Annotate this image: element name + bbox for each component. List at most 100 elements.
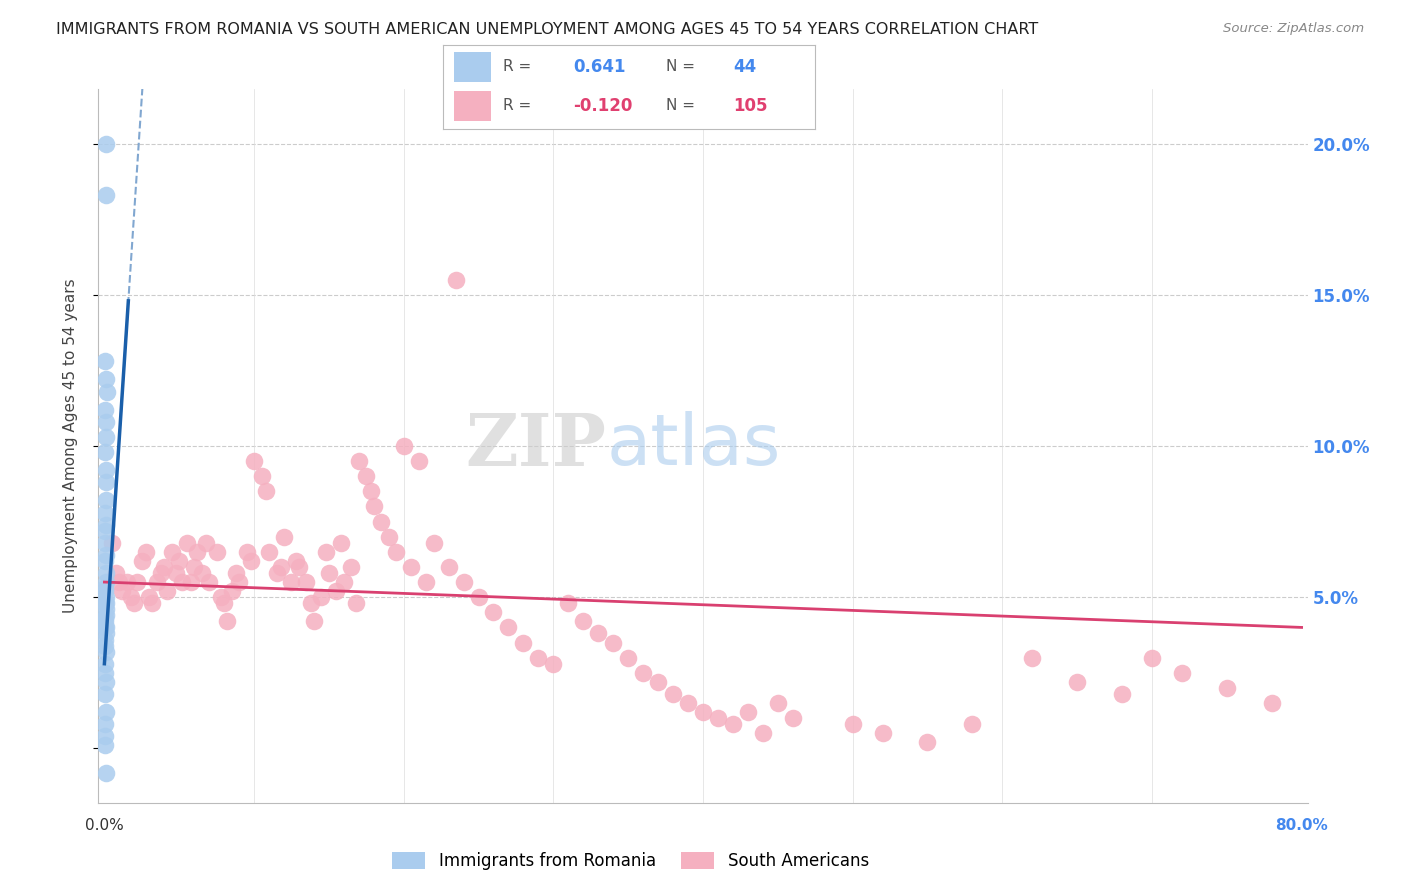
Point [295, 575, 318, 590]
Point [235, 545, 257, 559]
Point [228, 575, 250, 590]
Point [962, 717, 984, 731]
Point [212, 596, 235, 610]
Point [356, 469, 378, 483]
Point [498, 620, 520, 634]
Point [437, 560, 460, 574]
Point [240, 554, 263, 568]
Point [94, 590, 117, 604]
Point [94, 445, 117, 459]
Point [94, 584, 117, 599]
Point [766, 696, 789, 710]
Point [617, 650, 640, 665]
Point [94, 430, 117, 444]
Point [329, 535, 352, 549]
Legend: Immigrants from Romania, South Americans: Immigrants from Romania, South Americans [385, 845, 876, 877]
Point [146, 575, 169, 590]
Text: 44: 44 [734, 58, 756, 76]
Point [841, 717, 863, 731]
Point [94, 674, 117, 689]
Point [363, 500, 385, 514]
Point [415, 575, 437, 590]
Point [160, 545, 183, 559]
Point [94, 415, 117, 429]
Point [172, 575, 194, 590]
Text: 0.0%: 0.0% [84, 818, 124, 833]
Point [94, 463, 117, 477]
Point [243, 454, 266, 468]
Point [1171, 665, 1194, 680]
Point [344, 596, 367, 610]
Point [1066, 674, 1088, 689]
Point [108, 575, 131, 590]
Point [138, 590, 160, 604]
Text: N =: N = [666, 59, 696, 74]
Point [543, 657, 565, 671]
Point [557, 596, 579, 610]
Y-axis label: Unemployment Among Ages 45 to 54 years: Unemployment Among Ages 45 to 54 years [63, 278, 77, 614]
Text: N =: N = [666, 98, 696, 113]
Text: IMMIGRANTS FROM ROMANIA VS SOUTH AMERICAN UNEMPLOYMENT AMONG AGES 45 TO 54 YEARS: IMMIGRANTS FROM ROMANIA VS SOUTH AMERICA… [56, 22, 1039, 37]
Point [120, 590, 142, 604]
Point [96, 372, 118, 386]
Point [115, 575, 138, 590]
Point [94, 596, 117, 610]
Point [299, 596, 322, 610]
Point [586, 626, 609, 640]
Point [195, 535, 218, 549]
Point [1140, 650, 1163, 665]
Text: 80.0%: 80.0% [1275, 818, 1329, 833]
Point [631, 665, 654, 680]
Point [94, 705, 117, 719]
Point [782, 711, 804, 725]
Point [105, 566, 128, 580]
Text: R =: R = [502, 98, 530, 113]
Point [94, 554, 117, 568]
Point [315, 545, 337, 559]
Point [311, 590, 333, 604]
Point [266, 566, 288, 580]
Point [917, 735, 939, 749]
Point [94, 739, 117, 753]
Point [135, 545, 157, 559]
Point [721, 717, 744, 731]
Point [1216, 681, 1239, 695]
Bar [454, 91, 491, 120]
Point [131, 554, 153, 568]
Point [94, 596, 117, 610]
Point [101, 535, 124, 549]
Point [662, 687, 685, 701]
Point [333, 575, 356, 590]
Point [94, 632, 117, 647]
Point [221, 584, 243, 599]
Point [444, 273, 467, 287]
Point [94, 506, 117, 520]
Point [482, 605, 505, 619]
Point [647, 674, 669, 689]
Point [153, 560, 176, 574]
Point [370, 515, 392, 529]
Point [96, 384, 118, 399]
Point [186, 545, 208, 559]
Point [94, 657, 117, 671]
Point [127, 575, 149, 590]
Point [676, 696, 699, 710]
Point [94, 729, 117, 743]
Point [422, 535, 444, 549]
Point [408, 454, 430, 468]
Point [284, 554, 307, 568]
Point [209, 590, 232, 604]
Text: atlas: atlas [606, 411, 780, 481]
Text: Source: ZipAtlas.com: Source: ZipAtlas.com [1223, 22, 1364, 36]
Bar [454, 53, 491, 82]
Point [94, 524, 117, 538]
Point [347, 454, 370, 468]
Point [94, 402, 117, 417]
Point [150, 566, 173, 580]
Point [94, 517, 117, 532]
Text: ZIP: ZIP [465, 410, 606, 482]
Point [94, 620, 117, 634]
Point [165, 566, 187, 580]
Point [377, 530, 399, 544]
Point [94, 626, 117, 640]
